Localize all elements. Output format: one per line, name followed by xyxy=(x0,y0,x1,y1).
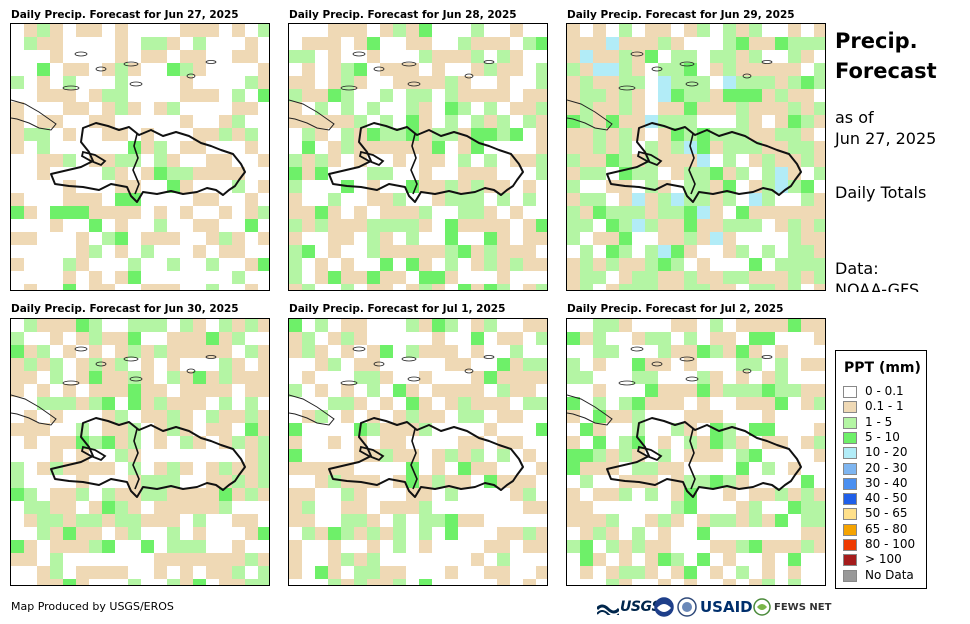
bahamas-islands xyxy=(340,51,495,91)
hispaniola-outline xyxy=(50,417,246,498)
usaid-logo: USAID xyxy=(700,596,753,618)
map-credit: Map Produced by USGS/EROS xyxy=(11,600,174,613)
haiti-dr-border xyxy=(132,133,140,195)
usgs-logo-text: USGS xyxy=(620,599,662,615)
legend-label: 30 - 40 xyxy=(865,475,908,490)
bahamas-islands xyxy=(340,346,495,386)
legend-label: 50 - 65 xyxy=(865,506,908,521)
legend-label: 0 - 0.1 xyxy=(865,384,904,398)
data-source-value: NOAA-GFS xyxy=(835,280,920,292)
data-source-label: Data: xyxy=(835,259,879,278)
noaa-logo xyxy=(654,596,674,618)
noaa-emblem-icon xyxy=(654,597,674,617)
forecast-map-3 xyxy=(566,23,826,291)
legend-swatch xyxy=(843,416,857,429)
legend-label: 20 - 30 xyxy=(865,460,908,475)
cuba-coastline xyxy=(289,99,335,131)
precip-grid xyxy=(11,319,269,585)
usgs-logo: USGS xyxy=(597,596,662,618)
daily-totals-label: Daily Totals xyxy=(835,183,927,202)
cuba-coastline xyxy=(11,99,57,131)
fews-net-logo: FEWS NET xyxy=(753,596,831,618)
legend-swatch xyxy=(843,447,857,460)
bahamas-islands xyxy=(62,346,217,386)
hispaniola-outline xyxy=(328,122,524,203)
doi-logo xyxy=(677,596,697,618)
as-of-date: as of Jun 27, 2025 xyxy=(835,107,936,149)
legend-label: 65 - 80 xyxy=(865,521,908,536)
hispaniola-outline xyxy=(50,122,246,203)
usgs-wave-icon xyxy=(597,604,619,615)
panel-title-4: Daily Precip. Forecast for Jun 30, 2025 xyxy=(11,303,239,315)
map-title: Precip. Forecast xyxy=(835,26,937,86)
legend-label: 80 - 100 xyxy=(865,537,916,551)
legend-swatch xyxy=(843,508,857,521)
map-title-line2: Forecast xyxy=(835,59,937,83)
legend-swatch xyxy=(843,554,857,567)
legend-swatch xyxy=(843,523,857,536)
precip-grid xyxy=(289,319,547,585)
bahamas-islands xyxy=(618,346,773,386)
precip-grid xyxy=(289,24,547,290)
panel-title-3: Daily Precip. Forecast for Jun 29, 2025 xyxy=(567,9,795,21)
hispaniola-outline xyxy=(606,417,802,498)
as-of-label: as of xyxy=(835,108,874,127)
bahamas-islands xyxy=(618,51,773,91)
hispaniola-outline xyxy=(606,122,802,203)
cuba-coastline xyxy=(289,394,335,426)
legend-swatch xyxy=(843,401,857,414)
legend-swatch xyxy=(843,462,857,475)
cuba-coastline xyxy=(567,99,613,131)
legend-label: 5 - 10 xyxy=(865,429,900,444)
data-source: Data: NOAA-GFS xyxy=(835,258,935,292)
panel-title-6: Daily Precip. Forecast for Jul 2, 2025 xyxy=(567,303,784,315)
legend-swatch xyxy=(843,386,857,398)
legend-swatch xyxy=(843,477,857,490)
forecast-map-6 xyxy=(566,318,826,586)
haiti-dr-border xyxy=(410,133,418,195)
cuba-coastline xyxy=(11,394,57,426)
gonave-island xyxy=(636,150,663,167)
gonave-island xyxy=(80,445,107,462)
legend-swatch xyxy=(843,493,857,506)
haiti-dr-border xyxy=(410,428,418,490)
legend-label: 0.1 - 1 xyxy=(865,399,904,414)
haiti-dr-border xyxy=(688,133,696,195)
haiti-dr-border xyxy=(132,428,140,490)
gonave-island xyxy=(358,445,385,462)
fews-globe-icon xyxy=(753,598,771,616)
hispaniola-outline xyxy=(328,417,524,498)
legend-label: > 100 xyxy=(865,552,902,567)
haiti-dr-border xyxy=(688,428,696,490)
legend-label: 10 - 20 xyxy=(865,445,908,460)
fews-net-logo-text: FEWS NET xyxy=(774,601,832,613)
panel-title-2: Daily Precip. Forecast for Jun 28, 2025 xyxy=(289,9,517,21)
cuba-coastline xyxy=(567,394,613,426)
gonave-island xyxy=(636,445,663,462)
forecast-map-1 xyxy=(10,23,270,291)
forecast-map-2 xyxy=(288,23,548,291)
as-of-value: Jun 27, 2025 xyxy=(835,129,937,148)
gonave-island xyxy=(358,150,385,167)
map-title-line1: Precip. xyxy=(835,29,918,53)
precip-grid xyxy=(567,24,825,290)
forecast-map-4 xyxy=(10,318,270,586)
panel-title-5: Daily Precip. Forecast for Jul 1, 2025 xyxy=(289,303,506,315)
legend-swatch xyxy=(843,431,857,444)
gonave-island xyxy=(80,150,107,167)
forecast-map-5 xyxy=(288,318,548,586)
legend-swatch xyxy=(843,569,857,582)
legend-label: 1 - 5 xyxy=(865,414,893,429)
legend-label: 40 - 50 xyxy=(865,491,908,506)
precip-grid xyxy=(567,319,825,585)
legend-swatch xyxy=(843,539,857,551)
legend-title: PPT (mm) xyxy=(844,360,921,376)
bahamas-islands xyxy=(62,51,217,91)
doi-seal-icon xyxy=(677,597,697,617)
panel-title-1: Daily Precip. Forecast for Jun 27, 2025 xyxy=(11,9,239,21)
precip-grid xyxy=(11,24,269,290)
usaid-logo-text: USAID xyxy=(700,598,753,616)
legend-label: No Data xyxy=(865,567,914,582)
